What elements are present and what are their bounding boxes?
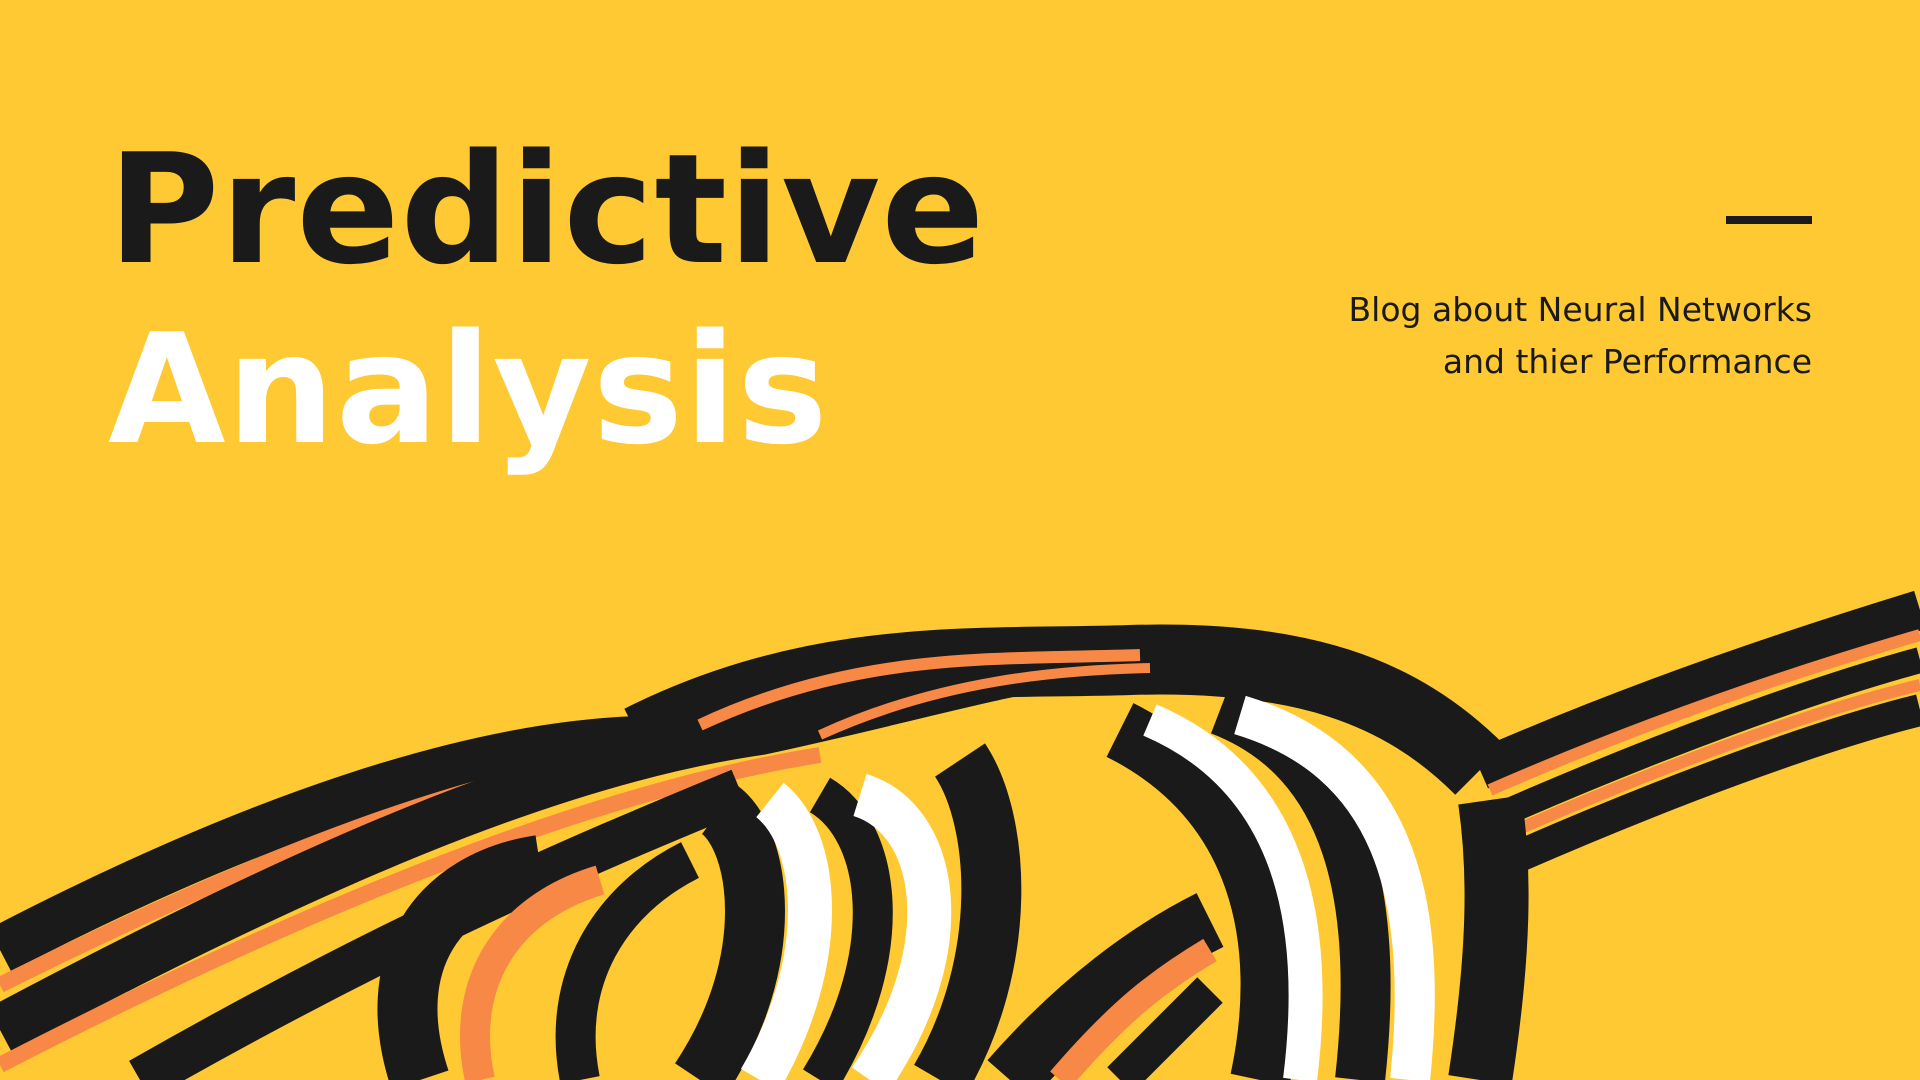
ribbon-top-arc (624, 624, 1505, 796)
slide-title: Predictive Analysis (108, 120, 985, 480)
subtitle-line-2: and thier Performance (1442, 342, 1812, 381)
accent-dash (1726, 216, 1812, 224)
ribbon-right-band (1471, 590, 1920, 875)
slide-subtitle: Blog about Neural Networks and thier Per… (1349, 284, 1812, 388)
subtitle-line-1: Blog about Neural Networks (1348, 290, 1812, 329)
title-line-1: Predictive (108, 121, 986, 298)
ribbon-loops (377, 686, 1529, 1080)
title-line-2: Analysis (108, 301, 829, 478)
